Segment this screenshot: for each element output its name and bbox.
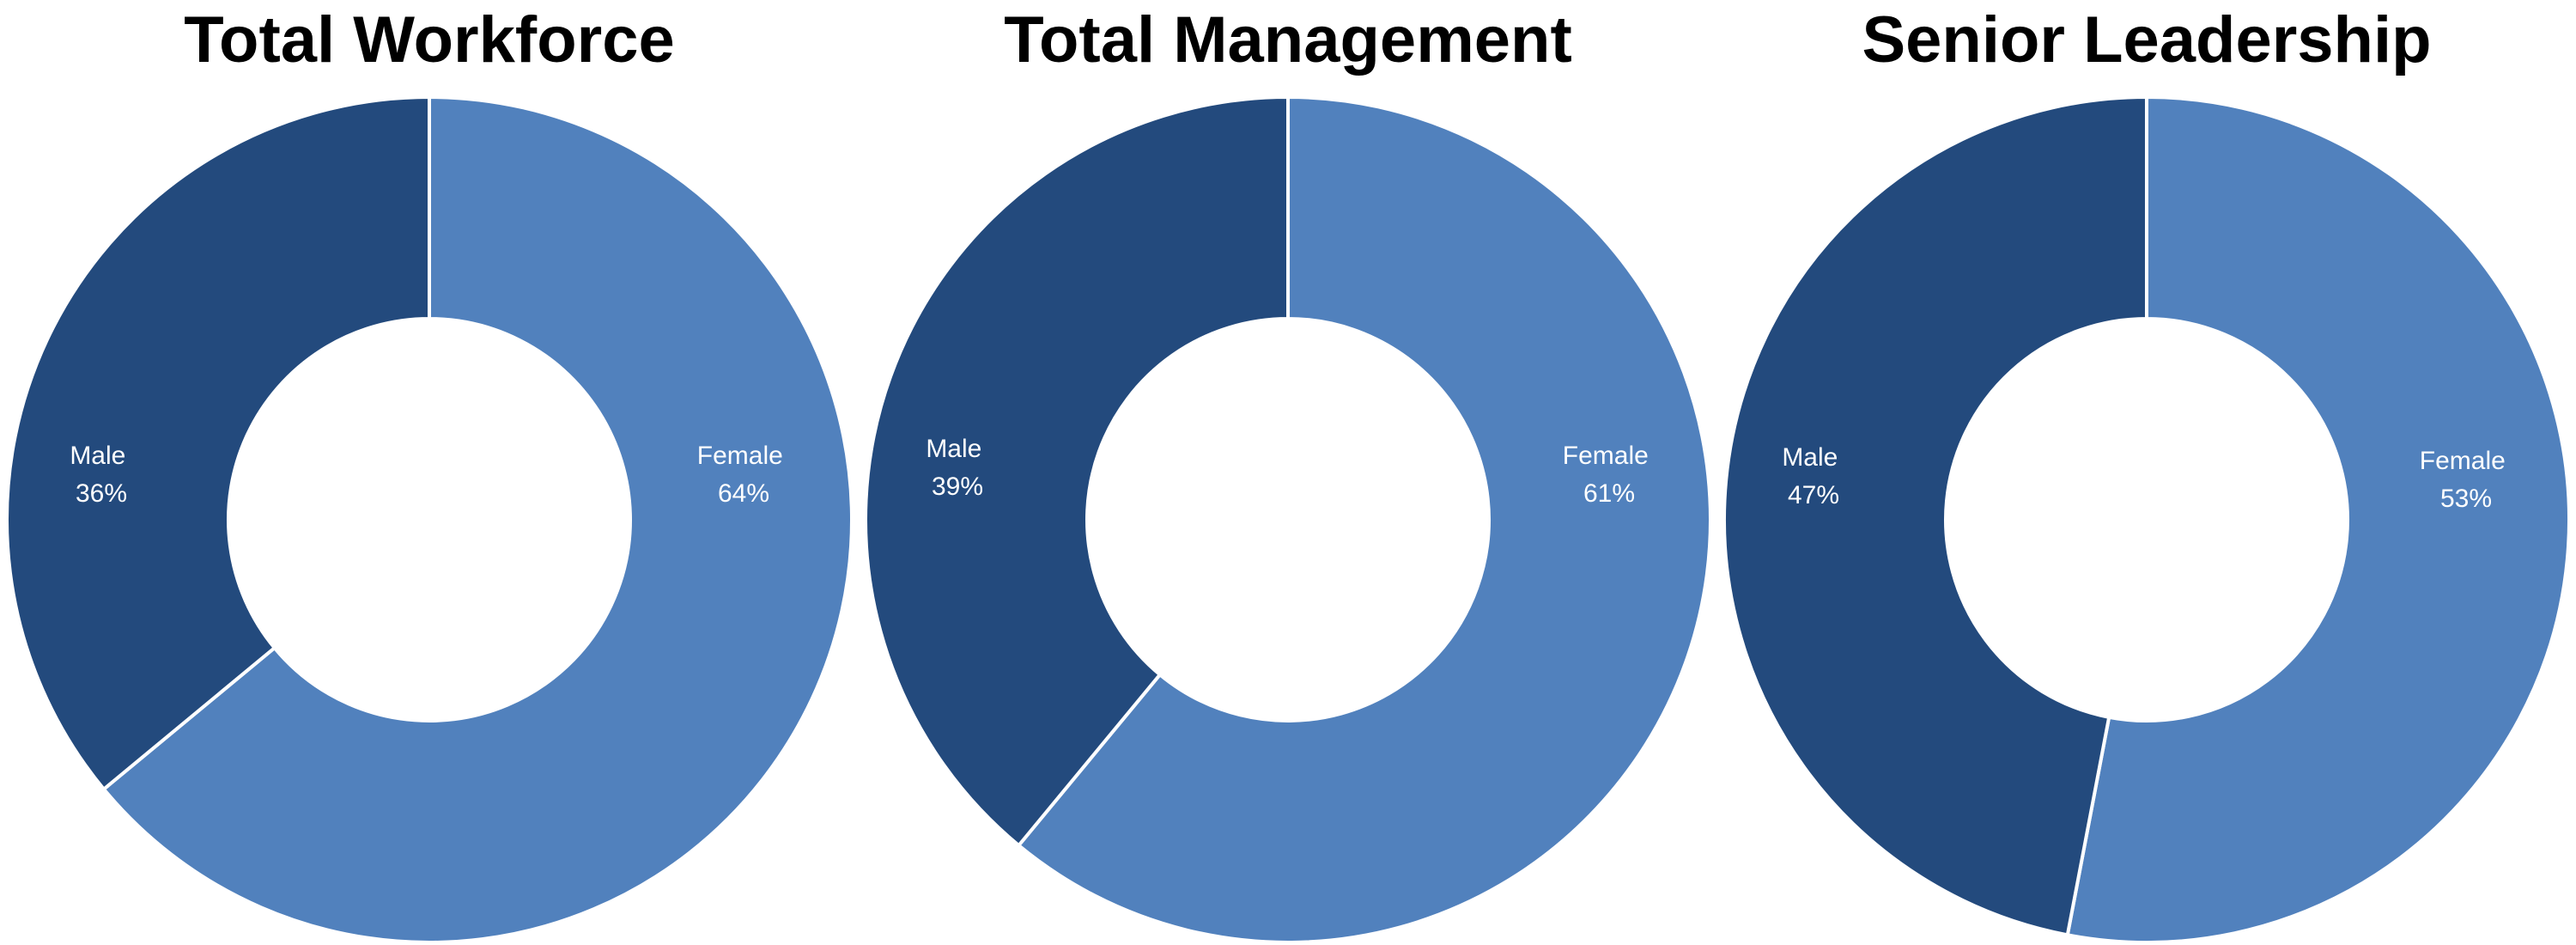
chart-title: Total Management (1004, 3, 1572, 76)
slice-value-female: 53% (2440, 485, 2492, 513)
slice-label-female: Female 61% (1563, 442, 1656, 508)
slice-male (1722, 94, 2148, 937)
slice-value-male: 39% (932, 472, 983, 501)
slice-value-male: 36% (76, 479, 127, 508)
slice-label-male: Male 47% (1782, 443, 1844, 509)
slice-female (1016, 94, 1712, 944)
slice-value-female: 61% (1583, 479, 1635, 508)
slice-value-female: 64% (718, 479, 769, 508)
slice-male (864, 94, 1290, 848)
slice-male (5, 94, 431, 792)
chart-title: Total Workforce (184, 3, 674, 76)
chart-title: Senior Leadership (1862, 3, 2431, 76)
slice-female (101, 94, 854, 944)
slice-label-female: Female 53% (2420, 447, 2512, 513)
slice-female (2065, 94, 2571, 944)
chart-senior-leadership: Senior Leadership Male 47% Female 53% (1722, 3, 2571, 944)
slice-value-male: 47% (1788, 481, 1839, 509)
slice-label-female: Female 64% (697, 442, 790, 508)
slice-name-male: Male (1782, 443, 1838, 472)
chart-total-management: Total Management Male 39% Female 61% (864, 3, 1712, 944)
slice-name-male: Male (70, 442, 125, 470)
chart-total-workforce: Total Workforce Male 36% Female 64% (5, 3, 854, 944)
slice-label-male: Male 36% (70, 442, 132, 508)
slice-name-female: Female (1563, 442, 1649, 470)
slice-name-female: Female (2420, 447, 2506, 475)
slice-name-male: Male (926, 435, 981, 463)
slice-name-female: Female (697, 442, 783, 470)
slice-label-male: Male 39% (926, 435, 988, 501)
